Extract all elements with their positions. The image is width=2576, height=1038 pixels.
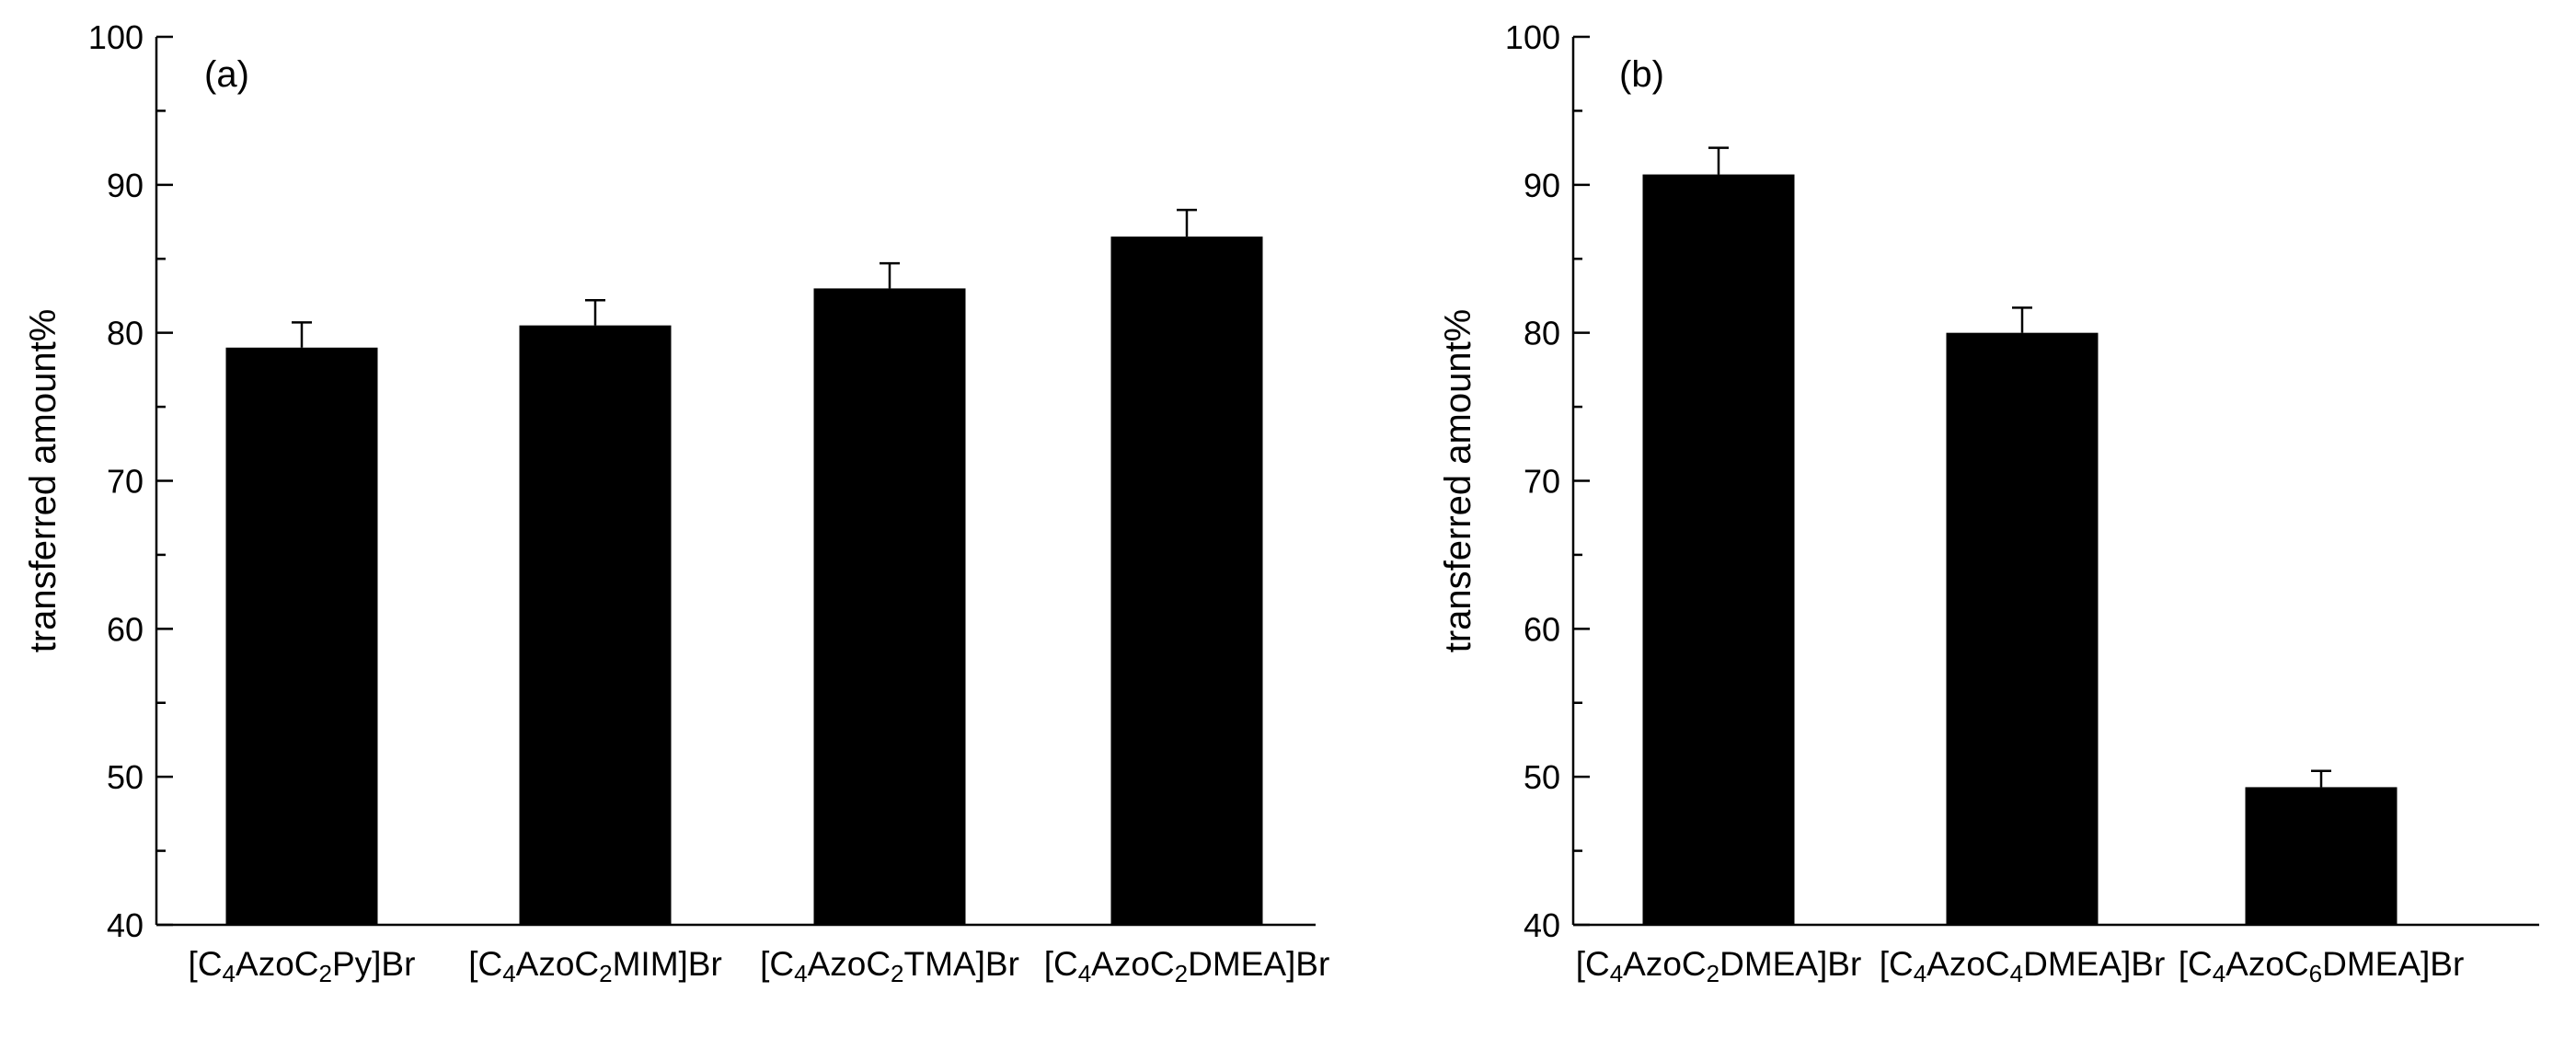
y-tick-label: 60 [1524,610,1560,648]
y-tick-label: 100 [88,18,144,56]
y-tick-label: 80 [107,315,144,352]
y-axis-label: transferred amount% [23,309,63,653]
x-tick-label: [C4AzoC2DMEA]Br [1044,945,1330,987]
y-tick-label: 40 [1524,906,1560,944]
x-tick-label: [C4AzoC4DMEA]Br [1880,945,2166,987]
y-tick-label: 60 [107,610,144,648]
y-tick-label: 70 [107,463,144,501]
y-axis-label: transferred amount% [1438,309,1478,653]
panel-label: (a) [204,54,249,95]
y-tick-label: 80 [1524,315,1560,352]
x-tick-label: [C4AzoC6DMEA]Br [2179,945,2465,987]
y-tick-label: 50 [1524,758,1560,796]
chart-panel-a: 40 50 60 70 80 90 100 transferred amount% (a) [C4… [23,18,1329,987]
bar [519,325,672,925]
x-tick-label: [C4AzoC2MIM]Br [468,945,722,987]
bar [1642,174,1795,925]
x-tick-label: [C4AzoC2DMEA]Br [1576,945,1862,987]
y-tick-label: 50 [107,758,144,796]
bar [225,347,378,925]
y-tick-label: 90 [1524,167,1560,204]
x-tick-label: [C4AzoC2TMA]Br [760,945,1019,987]
chart-panel-b: 40 50 60 70 80 90 100 transferred amount% (b) [C4… [1438,18,2539,987]
y-tick-label: 70 [1524,463,1560,501]
y-tick-label: 90 [107,167,144,204]
bar [1946,332,2099,926]
panel-label: (b) [1619,54,1664,95]
bar [2245,787,2398,925]
bar [813,288,966,926]
bar [1110,236,1263,925]
x-tick-label: [C4AzoC2Py]Br [189,945,416,987]
y-tick-label: 40 [107,906,144,944]
y-tick-label: 100 [1505,18,1560,56]
